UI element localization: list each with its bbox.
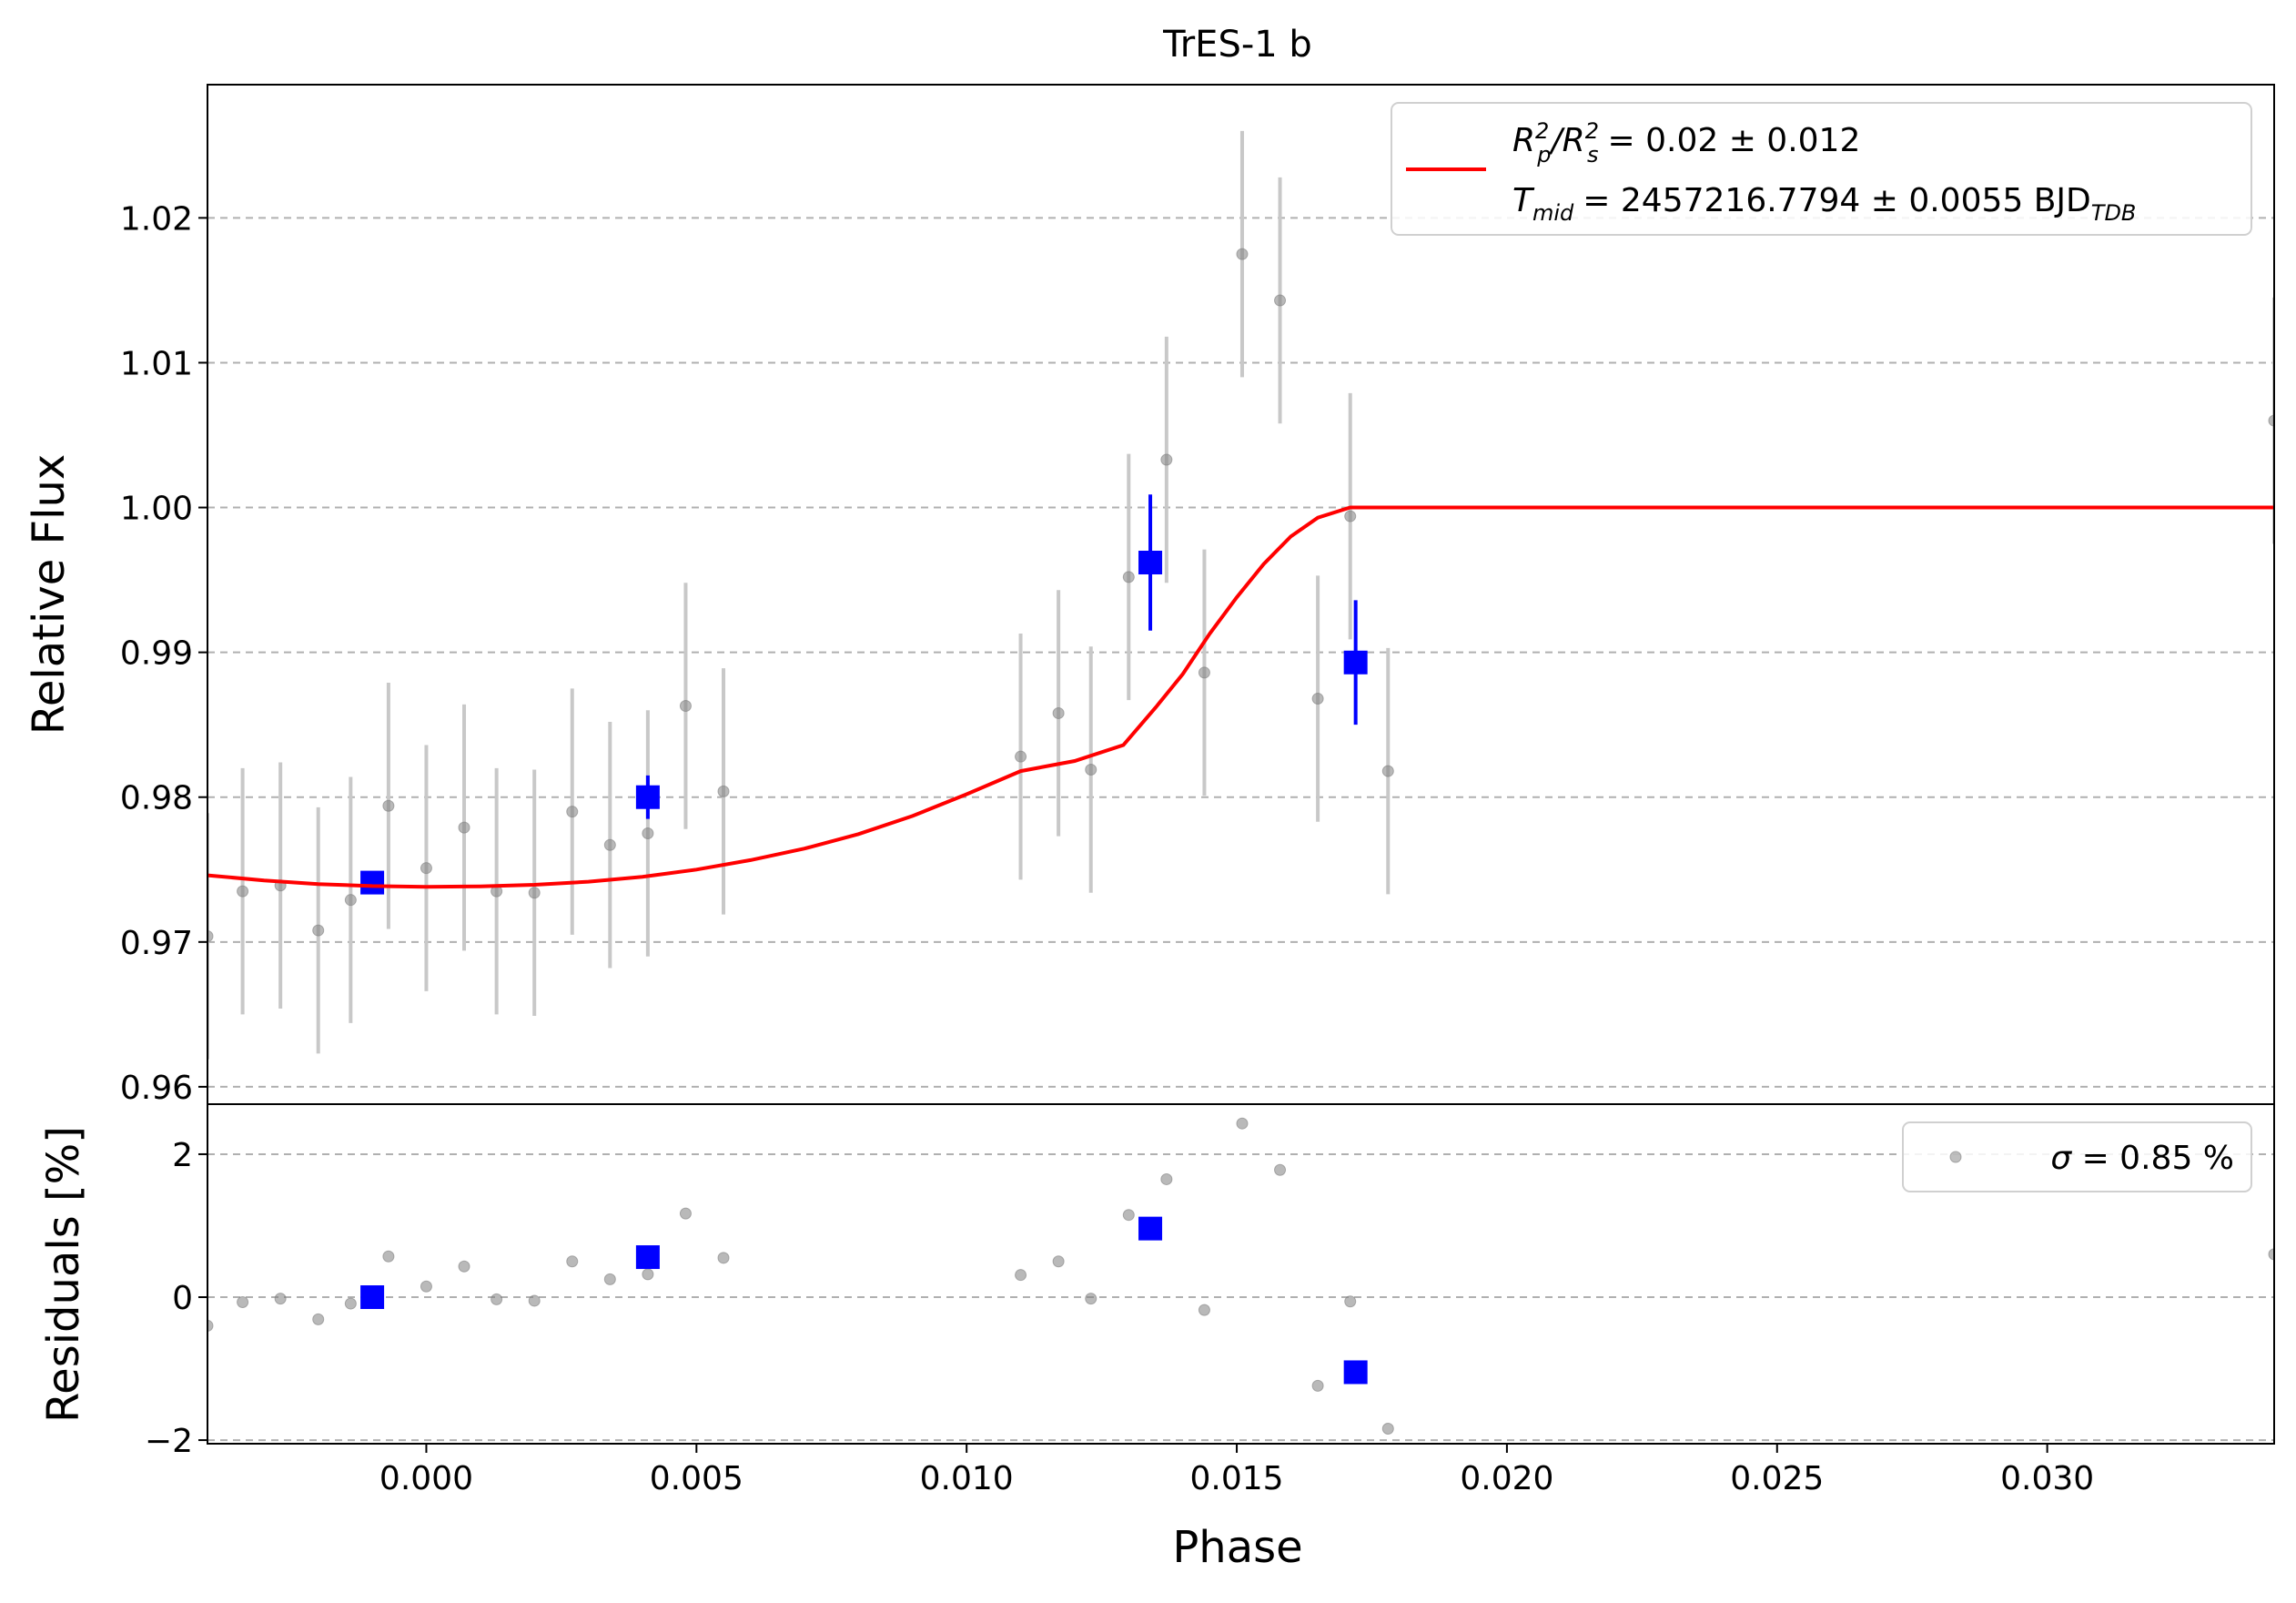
raw-point [1344, 510, 1357, 522]
bottom-y-tick-label: 2 [172, 1137, 193, 1174]
raw-point [528, 887, 541, 899]
top-y-tick-label: 0.99 [120, 635, 193, 673]
raw-point [717, 785, 730, 797]
top-y-axis-label: Relative Flux [24, 454, 75, 736]
residual-point [1236, 1117, 1249, 1130]
x-tick-label: 0.000 [379, 1460, 473, 1497]
x-tick-label: 0.005 [650, 1460, 743, 1497]
bottom-y-axis-label: Residuals [%] [38, 1126, 89, 1423]
residual-point [1381, 1423, 1394, 1436]
raw-point [1311, 693, 1324, 705]
legend-tmid-label: Tmid = 2457216.7794 ± 0.0055 BJDTDB [1512, 182, 2136, 226]
top-binned-points [360, 494, 1368, 895]
raw-point [1236, 248, 1249, 260]
bottom-y-tick-label: −2 [145, 1423, 193, 1460]
raw-point [642, 827, 654, 839]
residual-point [566, 1255, 579, 1268]
raw-point [1160, 453, 1173, 466]
top-y-tick-label: 1.01 [120, 345, 193, 382]
residual-point [458, 1260, 470, 1273]
x-tick-label: 0.015 [1190, 1460, 1284, 1497]
bottom-legend-box [1902, 1121, 2252, 1192]
raw-point [1381, 765, 1394, 777]
x-tick-label: 0.025 [1730, 1460, 1824, 1497]
binned-residual-point [1343, 1360, 1368, 1385]
raw-point [1198, 666, 1210, 679]
residual-point [420, 1280, 432, 1293]
binned-point [635, 785, 660, 809]
residual-point [1015, 1269, 1027, 1282]
residual-point [1344, 1295, 1357, 1308]
x-tick-label: 0.030 [2000, 1460, 2094, 1497]
residual-point [382, 1250, 395, 1263]
raw-point [603, 838, 616, 851]
bottom-binned-points [360, 1216, 1368, 1385]
residual-point [679, 1207, 692, 1220]
top-y-tick-label: 0.96 [120, 1070, 193, 1107]
top-legend: R2 p/R2 s = 0.02 ± 0.012 Tmid = 2457216.7794… [1391, 102, 2252, 236]
top-y-tick-label: 1.02 [120, 200, 193, 238]
binned-point [1138, 551, 1163, 574]
raw-point [1015, 750, 1027, 763]
top-y-tick-label: 0.97 [120, 925, 193, 962]
chart-title: TrES-1 b [1162, 24, 1312, 66]
residual-point [274, 1293, 287, 1305]
binned-point [1343, 650, 1368, 675]
raw-point [1274, 294, 1287, 307]
x-ticks: 0.000 0.005 0.010 0.015 0.020 0.025 0.030 [379, 1444, 2094, 1497]
bottom-axes-frame [207, 1103, 2275, 1445]
raw-point [458, 821, 470, 834]
raw-point [2268, 414, 2274, 427]
residual-point [642, 1268, 654, 1281]
bottom-gridlines [207, 1152, 2274, 1442]
bottom-y-tick-label: 0 [172, 1280, 193, 1317]
top-y-tick-label: 1.00 [120, 491, 193, 528]
residual-point [528, 1294, 541, 1307]
raw-point [420, 862, 432, 875]
residual-point [1311, 1379, 1324, 1392]
binned-residual-point [360, 1285, 385, 1310]
residual-point [1198, 1304, 1210, 1316]
residual-point [2268, 1248, 2274, 1261]
raw-point [312, 924, 325, 937]
bottom-y-ticks: −2 0 2 [145, 1137, 207, 1460]
residual-point [1274, 1163, 1287, 1176]
raw-point [1122, 571, 1135, 583]
top-y-tick-label: 0.98 [120, 780, 193, 817]
x-axis-label: Phase [1172, 1522, 1302, 1573]
residual-point [1160, 1172, 1173, 1185]
x-tick-label: 0.010 [920, 1460, 1014, 1497]
raw-point [1052, 706, 1065, 719]
residual-point [603, 1273, 616, 1285]
x-tick-label: 0.020 [1460, 1460, 1553, 1497]
binned-residual-point [635, 1245, 660, 1270]
residual-point [1085, 1293, 1097, 1305]
raw-point [237, 885, 249, 898]
bottom-raw-points [207, 1117, 2274, 1436]
residual-point [1052, 1255, 1065, 1268]
binned-residual-point [1138, 1216, 1163, 1241]
top-legend-box [1391, 102, 2252, 236]
raw-point [207, 929, 214, 942]
residual-point [717, 1252, 730, 1264]
residual-point [1122, 1209, 1135, 1222]
residual-point [344, 1297, 357, 1310]
bottom-legend: σ = 0.85 % [1902, 1121, 2252, 1192]
legend-residual-swatch [1949, 1151, 1962, 1163]
raw-point [1085, 764, 1097, 776]
top-y-ticks: 0.96 0.97 0.98 0.99 1.00 1.01 1.02 [120, 200, 207, 1107]
legend-sigma-label: σ = 0.85 % [2050, 1140, 2234, 1177]
raw-point [382, 799, 395, 812]
raw-point [679, 700, 692, 712]
binned-point [360, 870, 385, 895]
residual-point [237, 1296, 249, 1309]
legend-rp-rs-label: R2 p/R2 s = 0.02 ± 0.012 [1512, 118, 1860, 167]
raw-point [344, 894, 357, 907]
transit-model-line [207, 505, 2274, 889]
residual-point [207, 1319, 214, 1332]
raw-point [566, 806, 579, 818]
residual-point [312, 1313, 325, 1325]
residual-point [491, 1293, 503, 1305]
